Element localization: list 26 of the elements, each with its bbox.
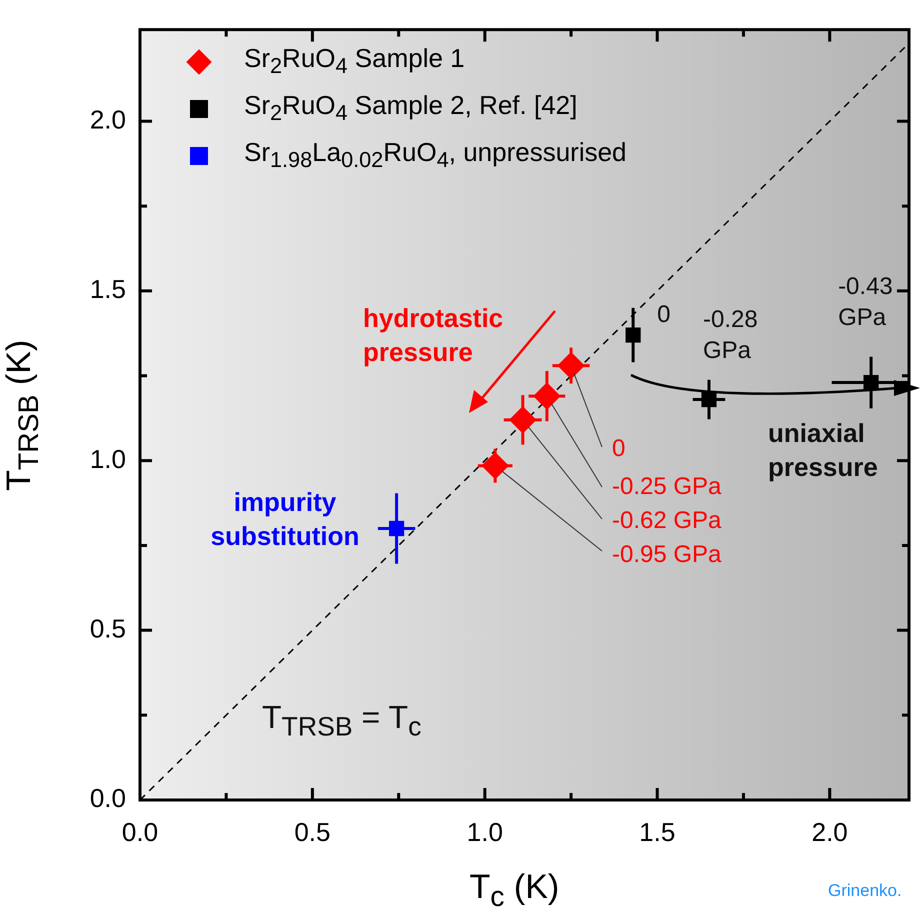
y-tick-label: 0.0	[90, 783, 126, 814]
y-tick-label: 2.0	[90, 104, 126, 134]
annotation: -0.28 GPa	[702, 304, 759, 366]
annotation: -0.43 GPa	[838, 272, 894, 333]
annotation: -0.25 GPa	[612, 472, 722, 502]
annotation: hydrotastic pressure	[363, 302, 504, 369]
y-tick-label: 0.5	[90, 613, 126, 644]
annotation: impurity substitution	[210, 486, 360, 553]
x-tick-label: 2.0	[812, 816, 848, 847]
text: Grinenko.	[828, 880, 903, 902]
annotation: T$_{TRSB}$ = T$_{c}$	[262, 698, 422, 744]
legend-label: Sr$_{2}$RuO$_{4}$ Sample 2, Ref. [42]	[244, 90, 578, 127]
x-tick-label: 1.5	[639, 816, 676, 847]
legend-label: Sr$_{1.98}$La$_{0.02}$RuO$_{4}$, unpressurised	[244, 137, 627, 174]
legend-label: Sr$_{2}$RuO$_{4}$ Sample 1	[244, 43, 465, 80]
annotation: 0	[612, 434, 626, 464]
annotation: -0.95 GPa	[612, 540, 722, 570]
annotation: 0	[657, 300, 672, 330]
x-tick-label: 0.5	[294, 816, 330, 847]
x-tick-label: 1.0	[466, 816, 503, 847]
x-tick-label: 0.0	[122, 816, 158, 847]
annotation: uniaxial pressure	[768, 417, 879, 484]
y-tick-label: 1.5	[90, 274, 126, 304]
annotation: -0.62 GPa	[612, 506, 722, 536]
y-tick-label: 1.0	[90, 444, 126, 474]
x-axis-title: T$_{c}$ (K)	[470, 868, 560, 914]
